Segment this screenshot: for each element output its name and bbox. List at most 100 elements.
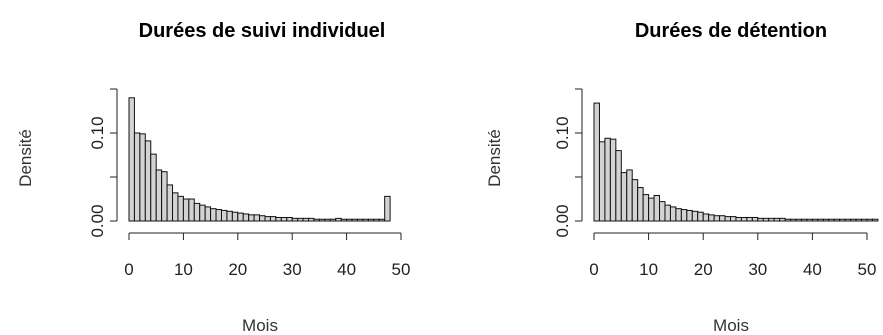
histogram-bar [182,198,190,222]
histogram-bar [269,216,277,222]
x-tick-label: 0 [589,260,598,279]
histogram-bar [811,218,819,222]
histogram-bar [724,216,731,222]
histogram-bar [642,194,650,222]
axes: 0 10 20 30 40 50 0.00 0.10 [88,88,411,279]
histogram-bar [626,169,633,222]
histogram-bar [768,217,775,222]
histogram-bar [675,208,682,222]
histogram-panel-detention: Durées de détention 0 10 20 30 40 500.000.10 … [485,20,879,335]
histogram-bar [686,209,693,222]
y-tick-label: 0.00 [88,204,107,237]
histogram-bar [172,192,179,222]
y-tick-label: 0.10 [553,116,572,149]
x-tick-label: 40 [803,260,822,279]
histogram-bar [620,172,628,222]
x-axis-title: Mois [713,316,749,335]
x-tick-label: 20 [694,260,713,279]
histogram-bar [844,218,852,222]
histogram-bar [362,218,369,222]
histogram-bar [199,204,206,222]
histogram-bar [691,210,699,222]
y-tick-label: 0.00 [553,204,572,237]
histogram-bar [680,209,688,222]
histogram-bar [204,206,212,222]
histogram-bar [367,218,375,222]
bars [128,97,391,222]
histogram-bar [833,218,841,222]
histogram-bar [593,102,600,222]
histogram-bar [286,216,293,222]
histogram-bar [604,137,611,222]
x-tick-label: 20 [228,260,247,279]
histogram-bar [373,218,380,222]
histogram-bar [340,218,348,222]
histogram-bar [166,184,174,222]
histogram-bar [609,138,617,222]
histogram-bar [800,218,808,222]
histogram-bar [220,209,228,222]
histogram-bar [855,218,863,222]
histogram-bar [297,217,304,222]
histogram-bar [155,169,163,222]
x-tick-label: 40 [337,260,356,279]
histogram-bar [779,217,786,222]
histogram-bar [248,214,255,222]
histogram-bar [280,216,288,222]
histogram-bar [719,215,726,222]
histogram-bar [259,215,266,222]
axes: 0 10 20 30 40 50 0.00 0.10 [553,88,876,279]
histogram-bar [144,140,152,222]
x-tick-label: 30 [748,260,767,279]
histogram-bar [762,217,770,222]
histogram-bar [751,216,759,222]
y-axis-title: Densité [485,129,504,187]
bars [593,102,879,222]
histogram-bar [795,218,802,222]
histogram-bar [669,206,677,222]
histogram-bar [215,209,222,222]
histogram-bar [237,212,244,222]
histogram-bar [735,216,742,222]
histogram-bar [384,195,391,222]
histogram-bar [631,179,639,222]
histogram-bar [231,211,239,222]
x-tick-label: 50 [392,260,411,279]
histogram-bar [861,218,868,222]
histogram-bar [702,213,710,222]
histogram-bar [637,187,644,222]
histogram-bar [335,217,342,222]
histogram-bar [653,194,661,222]
histogram-bar [817,218,824,222]
histogram-bar [133,132,141,222]
histogram-bar [648,197,655,222]
x-tick-label: 0 [124,260,133,279]
histogram-bar [346,218,353,222]
x-tick-label: 10 [639,260,658,279]
y-axis-title: Densité [16,129,35,187]
histogram-bar [150,153,157,222]
histogram-bar [302,217,310,222]
histogram-bar [378,218,386,222]
histogram-bar [866,218,873,222]
histogram-bar [822,218,830,222]
histogram-bar [664,204,671,222]
histogram-bar [329,218,337,222]
histogram-bar [313,218,320,222]
histogram-bar [226,210,233,222]
histogram-bar [291,217,299,222]
histogram-bar [193,202,201,222]
histogram-bar [356,218,364,222]
histogram-bar [598,141,606,222]
histogram-bar [351,218,358,222]
histogram-bar [697,211,704,222]
histogram-bar [253,214,261,222]
histogram-bar [615,150,622,222]
histogram-bar [188,198,195,222]
histogram-bar [264,216,271,222]
histogram-bar [128,97,135,222]
histogram-bar [713,215,721,222]
x-axis-title: Mois [242,316,278,335]
histogram-bar [659,201,666,222]
